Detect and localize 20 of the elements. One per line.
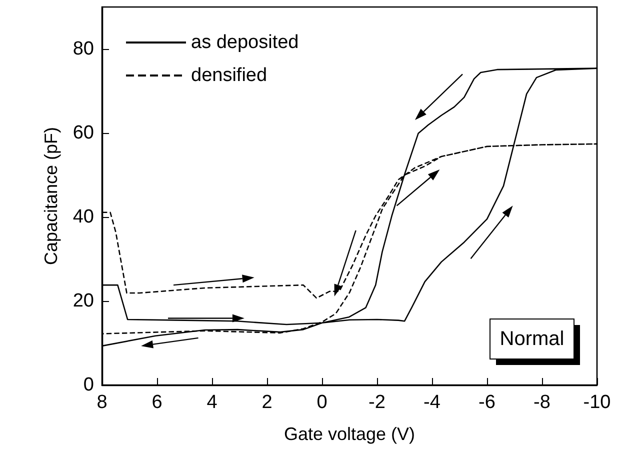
x-tick-label: 8 — [96, 392, 108, 413]
y-tick-label: 80 — [72, 38, 94, 60]
y-tick-label: 60 — [72, 122, 94, 144]
x-tick-label: 2 — [262, 392, 272, 413]
legend-label: as deposited — [191, 32, 299, 53]
y-tick-label: 40 — [72, 206, 94, 228]
x-tick-label: -10 — [583, 392, 611, 413]
x-tick-label: 4 — [206, 392, 218, 413]
y-tick-label: 20 — [72, 290, 94, 312]
legend-label: densified — [191, 65, 268, 86]
x-tick-label: -2 — [368, 392, 386, 413]
y-axis-title: Capacitance (pF) — [41, 126, 61, 266]
x-tick-label: 0 — [316, 392, 328, 413]
x-tick-label: -4 — [424, 392, 441, 413]
x-axis-title: Gate voltage (V) — [284, 424, 416, 444]
x-tick-label: -6 — [478, 392, 496, 413]
x-tick-label: 6 — [152, 392, 162, 413]
x-tick-label: -8 — [534, 392, 550, 413]
y-tick-label: 0 — [83, 374, 94, 396]
annotation: Normal — [500, 328, 564, 350]
